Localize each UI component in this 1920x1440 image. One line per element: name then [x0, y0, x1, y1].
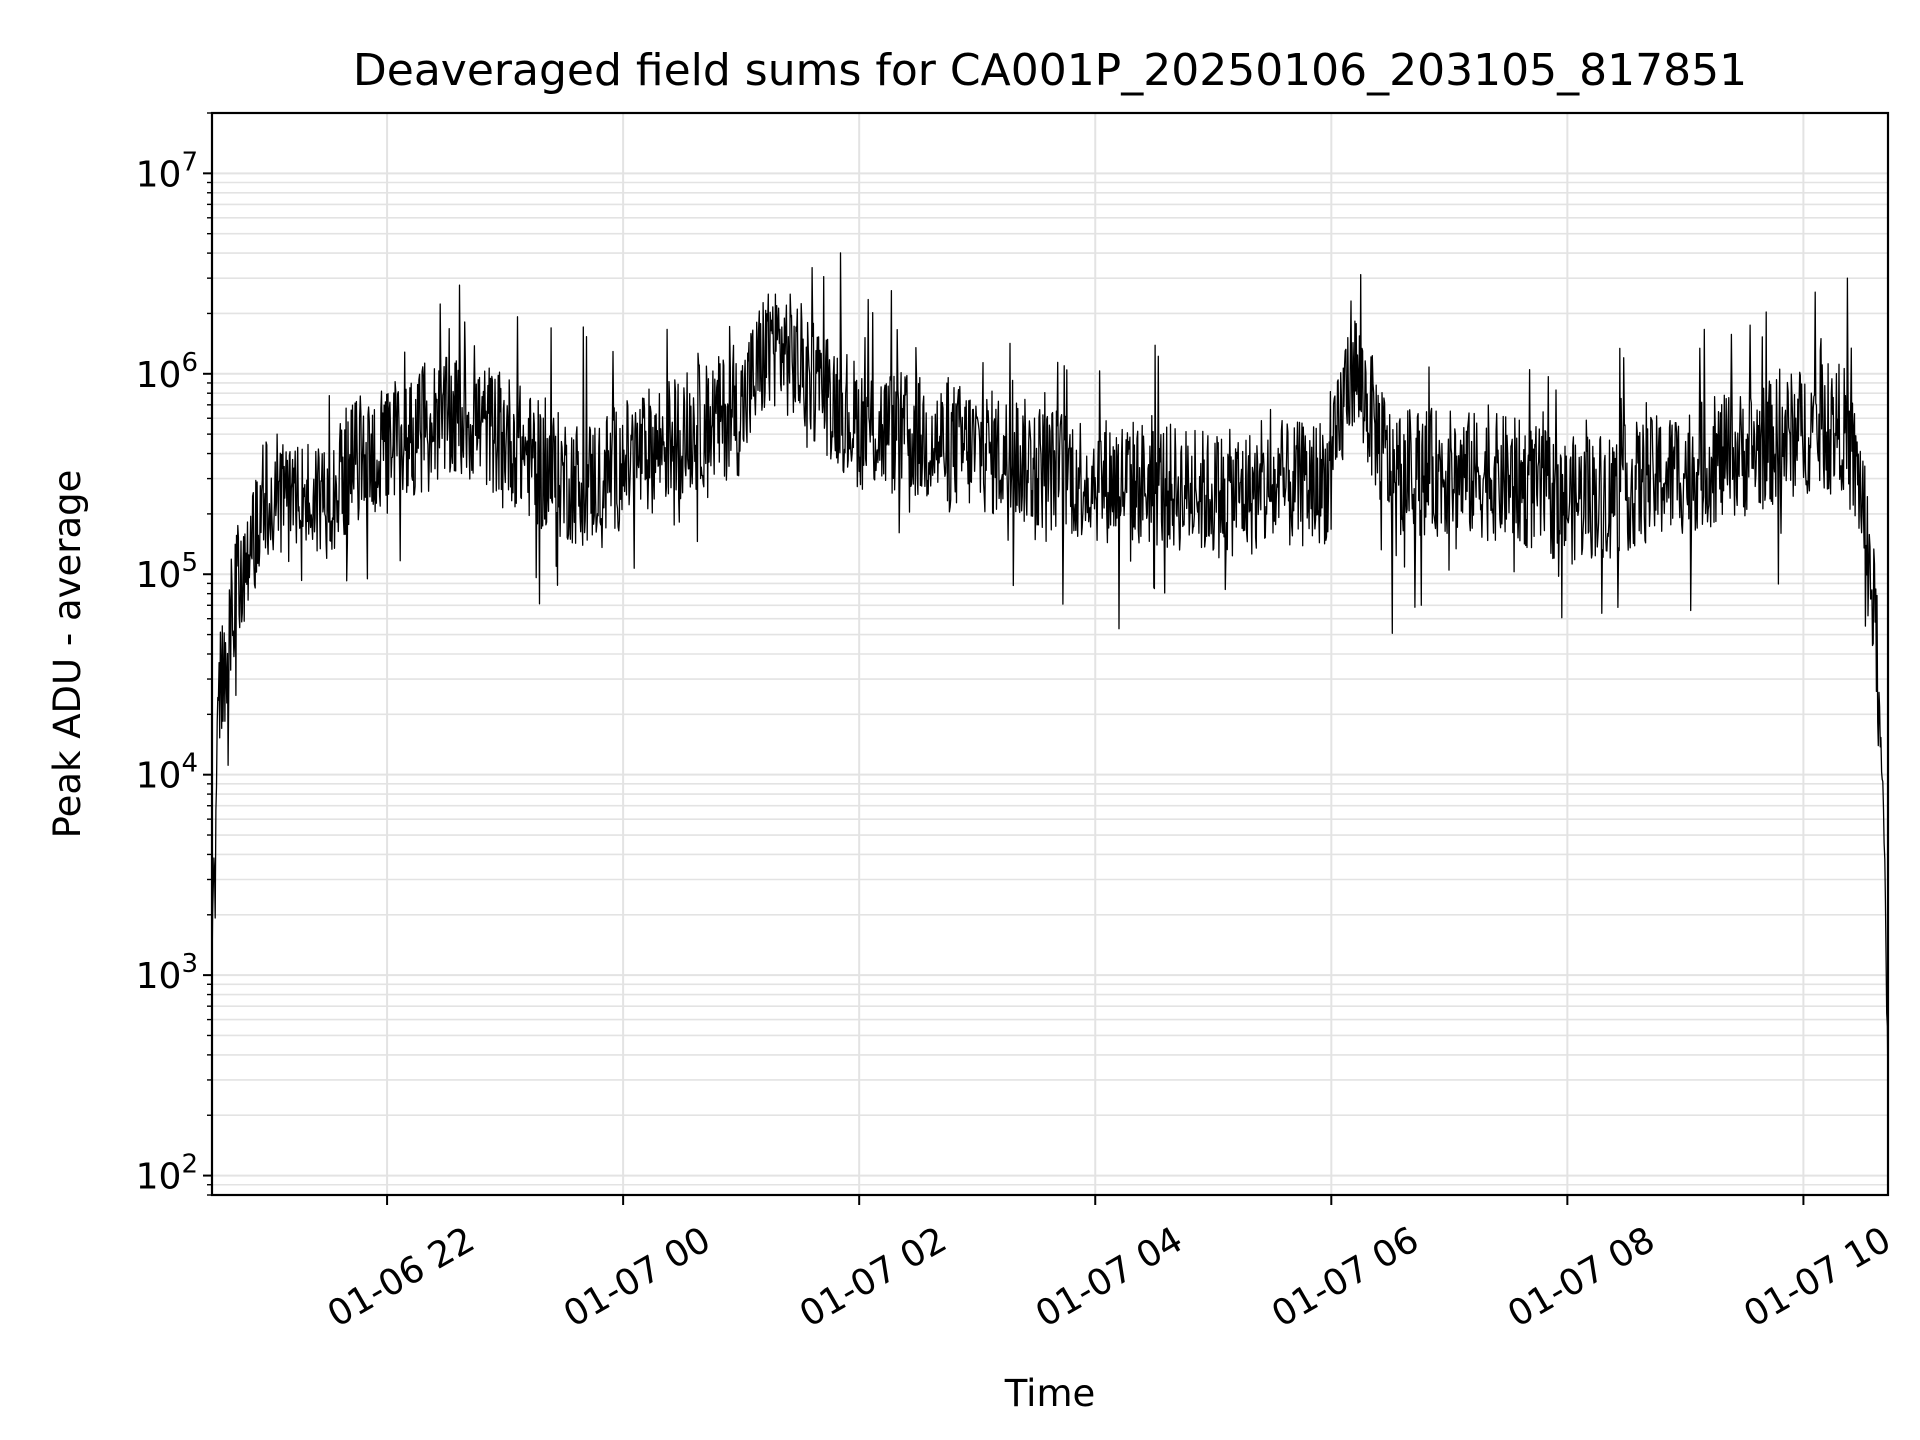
y-tick-label: 106: [136, 348, 198, 396]
y-axis-label: Peak ADU - average: [46, 470, 89, 839]
y-tick-label: 107: [136, 147, 198, 195]
chart-title: Deaveraged field sums for CA001P_2025010…: [353, 45, 1747, 96]
y-tick-label: 104: [136, 749, 198, 797]
y-tick-label: 105: [136, 548, 198, 596]
series-group: [211, 252, 1889, 1095]
y-tick-label: 103: [136, 949, 198, 997]
series-line: [211, 252, 1889, 1095]
x-axis-label: Time: [1004, 1372, 1096, 1415]
y-tick-label: 102: [136, 1150, 198, 1198]
grid-lines: [212, 112, 1888, 1196]
